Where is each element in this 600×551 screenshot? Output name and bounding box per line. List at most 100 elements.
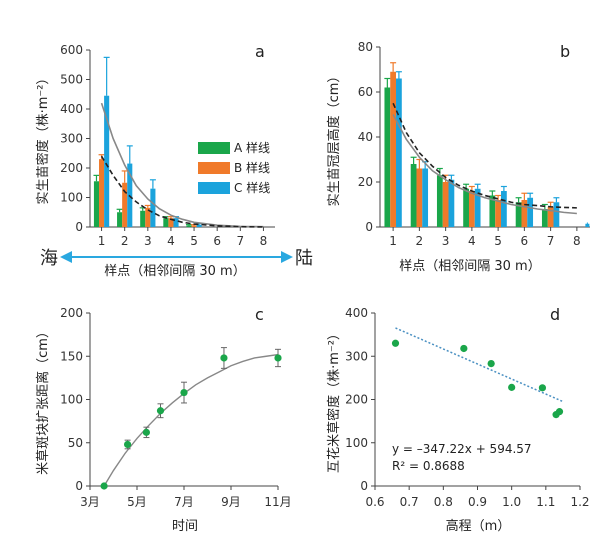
b-bar bbox=[416, 168, 423, 227]
b-bar bbox=[489, 195, 496, 227]
a-x-tick-label: 7 bbox=[236, 234, 244, 248]
d-y-tick-label: 0 bbox=[360, 479, 368, 493]
c-data-point bbox=[156, 407, 165, 415]
a-bar bbox=[93, 181, 100, 227]
b-extra-point bbox=[585, 223, 590, 227]
c-x-tick-label: 9月 bbox=[221, 495, 241, 509]
b-bar bbox=[422, 168, 429, 227]
panel-a-x-axis-title: 样点（相邻间隔 30 m） bbox=[104, 264, 245, 279]
b-y-tick-label: 60 bbox=[358, 85, 373, 99]
panel-d-label: d bbox=[550, 305, 560, 324]
d-trendline bbox=[395, 327, 564, 403]
c-y-tick-label: 0 bbox=[75, 479, 83, 493]
d-y-tick-label: 400 bbox=[345, 306, 368, 320]
a-bar bbox=[145, 207, 151, 227]
d-data-point bbox=[460, 344, 468, 353]
d-y-tick-label: 200 bbox=[345, 393, 368, 407]
d-x-tick-label: 0.9 bbox=[468, 495, 487, 509]
d-y-tick-label: 100 bbox=[345, 436, 368, 450]
b-y-tick-label: 40 bbox=[358, 130, 373, 144]
c-x-tick-label: 11月 bbox=[264, 495, 291, 509]
b-x-tick-label: 7 bbox=[547, 234, 555, 248]
a-y-tick-label: 300 bbox=[60, 132, 83, 146]
panel-c-y-axis-title: 米草斑块扩张距离（cm） bbox=[35, 325, 51, 475]
panel-d-x-axis-title: 高程（m） bbox=[446, 518, 511, 534]
b-x-tick-label: 1 bbox=[389, 234, 397, 248]
sea-label: 海 bbox=[40, 248, 58, 269]
a-y-tick-label: 600 bbox=[60, 43, 83, 57]
b-bar bbox=[448, 179, 455, 227]
a-bar bbox=[196, 224, 202, 227]
d-x-tick-label: 1.1 bbox=[536, 495, 555, 509]
b-bar bbox=[442, 182, 449, 227]
a-x-tick-label: 8 bbox=[260, 234, 268, 248]
panel-a-bar-chart: 0 100 200 300 400 500 600 1 2 3 4 5 6 7 8 a 实生苗密度（株·m… bbox=[35, 42, 313, 279]
a-x-tick-label: 6 bbox=[213, 234, 221, 248]
a-y-tick-label: 200 bbox=[60, 161, 83, 175]
b-y-tick-label: 80 bbox=[358, 40, 373, 54]
b-y-tick-label: 20 bbox=[358, 175, 373, 189]
b-bar bbox=[501, 191, 507, 227]
a-y-tick-label: 500 bbox=[60, 73, 83, 87]
c-data-point bbox=[142, 428, 150, 436]
c-data-point bbox=[124, 440, 132, 449]
b-y-tick-label: 0 bbox=[365, 220, 373, 234]
d-x-tick-label: 1.0 bbox=[502, 495, 521, 509]
d-data-point bbox=[508, 383, 516, 391]
b-bar bbox=[541, 209, 548, 227]
a-x-tick-label: 1 bbox=[98, 234, 106, 248]
d-data-point bbox=[538, 384, 547, 392]
c-y-tick-label: 150 bbox=[60, 349, 83, 363]
b-bar bbox=[495, 200, 502, 227]
panel-c-label: c bbox=[255, 305, 264, 324]
a-bar bbox=[186, 225, 192, 227]
panel-b-label: b bbox=[560, 42, 570, 61]
d-data-point bbox=[555, 408, 564, 416]
a-bar bbox=[163, 218, 169, 227]
c-data-point bbox=[220, 354, 228, 362]
b-bar bbox=[384, 87, 391, 227]
b-bar bbox=[468, 191, 475, 227]
land-label: 陆 bbox=[295, 248, 313, 269]
d-data-point bbox=[391, 339, 400, 347]
b-bar bbox=[547, 206, 554, 227]
a-bar bbox=[150, 188, 156, 227]
d-x-tick-label: 1.2 bbox=[570, 495, 589, 509]
c-y-tick-label: 50 bbox=[68, 436, 83, 450]
c-x-tick-label: 7月 bbox=[174, 495, 194, 509]
c-x-tick-label: 5月 bbox=[127, 495, 147, 509]
b-bar bbox=[410, 164, 417, 227]
panel-d-y-axis-title: 互花米草密度（株·m⁻²） bbox=[326, 327, 342, 473]
b-bar bbox=[474, 188, 481, 227]
a-y-tick-label: 0 bbox=[75, 220, 83, 234]
a-bar bbox=[99, 159, 105, 227]
d-x-tick-label: 0.6 bbox=[365, 495, 384, 509]
b-x-tick-label: 2 bbox=[416, 234, 424, 248]
b-bar bbox=[521, 200, 528, 227]
legend-label-3: C 样线 bbox=[234, 180, 270, 195]
legend-swatch-2 bbox=[198, 162, 230, 174]
a-y-tick-label: 100 bbox=[60, 191, 83, 205]
d-y-tick-label: 300 bbox=[345, 349, 368, 363]
a-x-tick-label: 3 bbox=[144, 234, 152, 248]
b-bar bbox=[463, 188, 469, 227]
a-y-tick-label: 400 bbox=[60, 102, 83, 116]
a-bar bbox=[191, 225, 197, 227]
panel-b-x-axis-title: 样点（相邻间隔 30 m） bbox=[399, 259, 540, 274]
panel-c-x-axis-title: 时间 bbox=[172, 519, 198, 534]
panel-a-label: a bbox=[255, 42, 265, 61]
a-fit-curve bbox=[100, 155, 264, 228]
regression-equation: y = –347.22x + 594.57 bbox=[392, 442, 532, 456]
b-bar bbox=[527, 197, 534, 227]
legend-swatch-1 bbox=[198, 142, 230, 154]
a-bar bbox=[140, 210, 146, 227]
panel-a-legend: A 样线 B 样线 C 样线 bbox=[198, 140, 270, 195]
c-data-point bbox=[274, 354, 282, 362]
a-x-tick-label: 2 bbox=[121, 234, 129, 248]
c-y-tick-label: 100 bbox=[60, 393, 83, 407]
c-data-point bbox=[180, 388, 188, 397]
d-x-tick-label: 0.7 bbox=[400, 495, 419, 509]
a-x-tick-label: 4 bbox=[167, 234, 175, 248]
